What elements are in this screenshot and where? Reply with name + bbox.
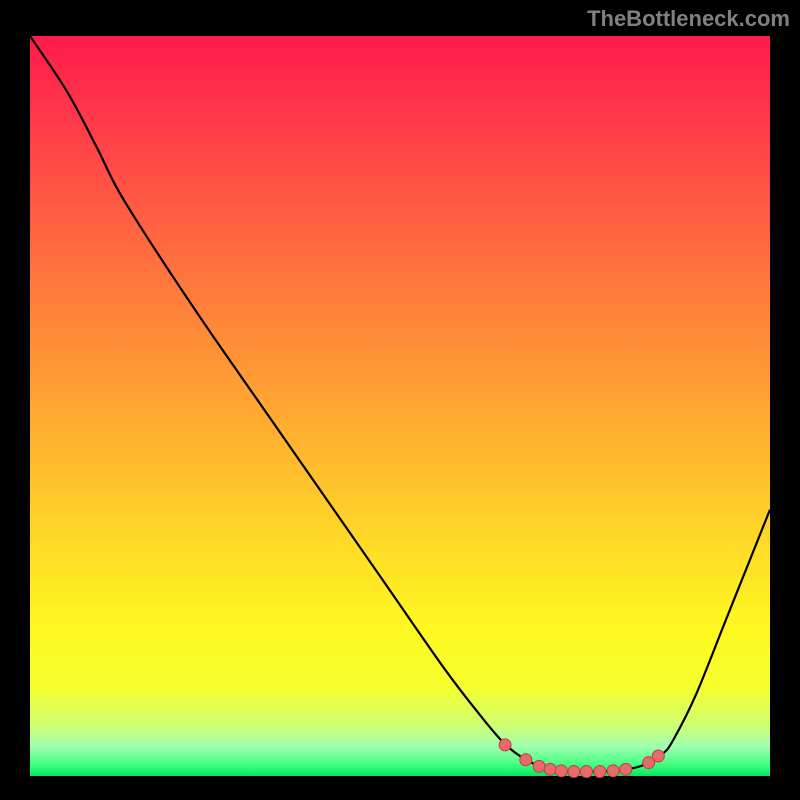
- bottleneck-chart: TheBottleneck.com: [0, 0, 800, 800]
- marker-point: [568, 766, 580, 778]
- plot-background: [30, 36, 770, 776]
- marker-point: [620, 763, 632, 775]
- marker-point: [520, 754, 532, 766]
- chart-svg: [0, 0, 800, 800]
- marker-point: [499, 739, 511, 751]
- marker-point: [580, 766, 592, 778]
- marker-point: [652, 750, 664, 762]
- marker-point: [544, 763, 556, 775]
- marker-point: [533, 760, 545, 772]
- marker-point: [594, 766, 606, 778]
- marker-point: [555, 765, 567, 777]
- watermark-text: TheBottleneck.com: [587, 6, 790, 32]
- marker-point: [607, 765, 619, 777]
